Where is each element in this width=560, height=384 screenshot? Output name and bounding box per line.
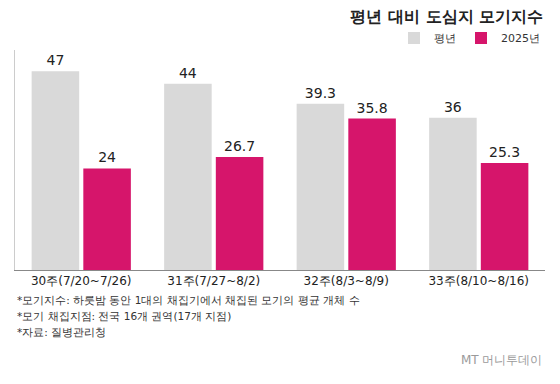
svg-text:35.8: 35.8 (357, 100, 388, 116)
svg-text:MT 머니투데이: MT 머니투데이 (461, 353, 543, 367)
svg-text:33주(8/10~8/16): 33주(8/10~8/16) (428, 274, 529, 288)
svg-text:31주(7/27~8/2): 31주(7/27~8/2) (167, 274, 260, 288)
svg-text:32주(8/3~8/9): 32주(8/3~8/9) (304, 274, 389, 288)
svg-text:36: 36 (444, 99, 462, 115)
svg-text:*자료: 질병관리청: *자료: 질병관리청 (17, 326, 106, 338)
svg-text:39.3: 39.3 (305, 85, 336, 101)
svg-text:평년: 평년 (434, 32, 456, 45)
svg-text:*모기지수: 하룻밤 동안 1대의 채집기에서 채집된 모기: *모기지수: 하룻밤 동안 1대의 채집기에서 채집된 모기의 평균 개체 수 (17, 294, 360, 306)
svg-text:24: 24 (98, 149, 116, 165)
svg-text:44: 44 (179, 65, 197, 81)
svg-text:30주(7/20~7/26): 30주(7/20~7/26) (31, 274, 132, 288)
svg-text:47: 47 (46, 52, 64, 68)
svg-text:2025년: 2025년 (501, 32, 540, 45)
svg-text:평년 대비 도심지 모기지수: 평년 대비 도심지 모기지수 (350, 7, 543, 26)
svg-text:*모기 채집지점: 전국 16개 권역(17개 지점): *모기 채집지점: 전국 16개 권역(17개 지점) (17, 310, 231, 322)
svg-text:26.7: 26.7 (224, 138, 255, 154)
svg-text:25.3: 25.3 (489, 144, 520, 160)
